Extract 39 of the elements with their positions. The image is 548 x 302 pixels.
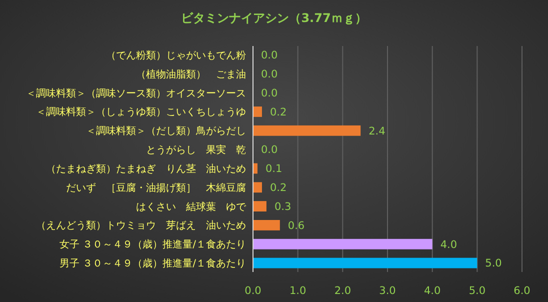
x-tick-label: 0.0 (244, 285, 262, 297)
bar (253, 220, 280, 230)
y-tick-label: だいず ［豆腐・油揚げ類］ 木綿豆腐 (66, 182, 246, 194)
data-label: 4.0 (440, 238, 458, 251)
data-label: 5.0 (485, 258, 502, 270)
x-tick-label: 4.0 (424, 285, 441, 297)
y-tick-label: （えんどう類）トウミョウ 芽ばえ 油いため (36, 220, 246, 232)
y-tick-label: ＜調味料類＞（しょうゆ類）こいくちしょうゆ (36, 106, 246, 118)
y-tick-label: ＜調味料類＞（だし類）鳥がらだし (86, 125, 246, 138)
bar (253, 201, 266, 212)
x-tick-label: 5.0 (468, 285, 486, 297)
data-label: 2.4 (368, 125, 386, 138)
chart-title: ビタミンナイアシン（3.77ｍｇ） (181, 11, 367, 25)
y-tick-label: 男子 ３０～４９（歳）推進量/１食あたり (59, 258, 246, 270)
y-tick-label: （植物油脂類） ごま油 (136, 68, 246, 80)
x-tick-label: 2.0 (334, 285, 352, 297)
y-tick-label: （たまねぎ類）たまねぎ りん茎 油いため (46, 162, 246, 175)
y-tick-label: ＜調味料類＞（調味ソース類）オイスターソース (26, 87, 246, 100)
data-label: 0.0 (261, 144, 278, 156)
data-label: 0.0 (261, 68, 278, 81)
data-label: 0.2 (270, 182, 287, 194)
bar (253, 125, 361, 136)
y-tick-label: とうがらし 果実 乾 (146, 144, 246, 156)
data-label: 0.0 (261, 50, 278, 62)
x-tick-label: 3.0 (379, 285, 396, 297)
bar (253, 238, 432, 250)
y-tick-label: （でん粉類）じゃがいもでん粉 (106, 49, 246, 62)
bar (253, 258, 478, 268)
y-tick-label: はくさい 結球葉 ゆで (136, 200, 247, 213)
y-tick-label: 女子 ３０～４９（歳）推進量/１食あたり (59, 238, 246, 251)
x-tick-label: 6.0 (514, 285, 530, 297)
x-tick-label: 1.0 (289, 285, 306, 297)
data-label: 0.0 (261, 87, 278, 100)
data-label: 0.6 (288, 220, 305, 232)
bar (253, 182, 262, 193)
data-label: 0.3 (274, 200, 292, 213)
bar (253, 106, 262, 117)
data-label: 0.2 (270, 106, 287, 118)
data-label: 0.1 (265, 163, 282, 176)
